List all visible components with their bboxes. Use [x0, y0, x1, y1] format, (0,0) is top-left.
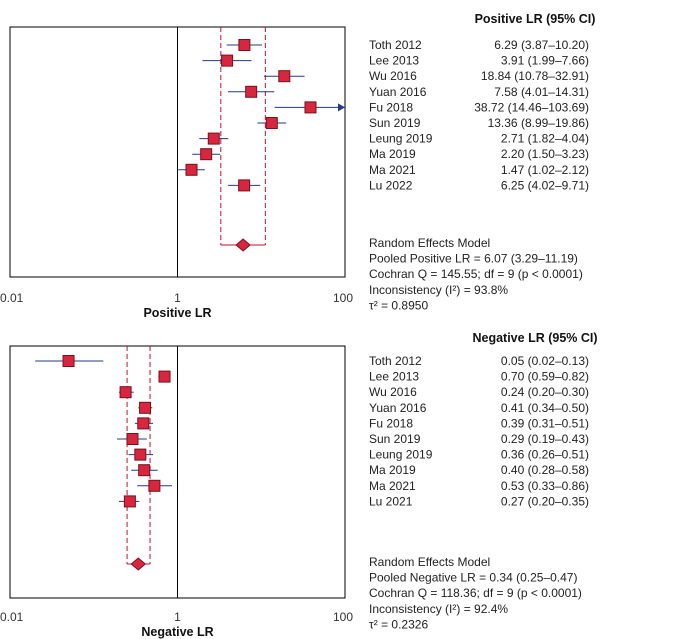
negative-table-header: Negative LR (95% CI): [472, 331, 597, 345]
negative-point-marker-5: [137, 417, 150, 430]
negative-study-ci-6: 0.29 (0.19–0.43): [501, 432, 589, 446]
negative-point-marker-7: [134, 448, 147, 461]
negative-study-name-10: Lu 2021: [369, 494, 413, 508]
positive-study-ci-2: 3.91 (1.99–7.66): [501, 54, 589, 68]
negative-point-marker-3: [119, 386, 132, 399]
negative-point-marker-6: [126, 433, 139, 445]
positive-table-header: Positive LR (95% CI): [475, 12, 596, 26]
negative-study-ci-7: 0.36 (0.26–0.51): [501, 448, 589, 462]
positive-point-marker-5: [304, 101, 317, 114]
negative-tick-label-1: 0.01: [0, 610, 24, 624]
positive-study-name-7: Leung 2019: [369, 132, 433, 146]
negative-study-name-7: Leung 2019: [369, 448, 433, 462]
positive-study-name-1: Toth 2012: [369, 38, 422, 52]
positive-tick-label-3: 100: [333, 291, 353, 305]
positive-summary-line-1: Random Effects Model: [369, 236, 490, 250]
positive-summary-line-2: Pooled Positive LR = 6.07 (3.29–11.19): [369, 252, 578, 266]
negative-study-ci-2: 0.70 (0.59–0.82): [501, 370, 589, 384]
negative-study-ci-10: 0.27 (0.20–0.35): [501, 494, 589, 508]
negative-point-marker-1: [62, 355, 75, 367]
positive-study-ci-7: 2.71 (1.82–4.04): [501, 132, 589, 146]
negative-point-marker-9: [148, 479, 161, 492]
positive-tick-label-1: 0.01: [0, 291, 24, 305]
negative-point-marker-4: [139, 401, 152, 414]
positive-point-marker-3: [278, 70, 291, 83]
positive-study-ci-10: 6.25 (4.02–9.71): [501, 178, 589, 192]
negative-study-ci-3: 0.24 (0.20–0.30): [501, 385, 589, 399]
negative-x-axis-label: Negative LR: [141, 625, 213, 639]
positive-summary-line-4: Inconsistency (I²) = 93.8%: [369, 283, 508, 297]
negative-study-name-8: Ma 2019: [369, 463, 416, 477]
positive-x-axis-label: Positive LR: [143, 306, 211, 320]
positive-study-ci-3: 18.84 (10.78–32.91): [481, 69, 589, 83]
negative-study-name-5: Fu 2018: [369, 416, 413, 430]
positive-study-name-6: Sun 2019: [369, 116, 421, 130]
positive-study-ci-1: 6.29 (3.87–10.20): [494, 38, 589, 52]
positive-study-ci-5: 38.72 (14.46–103.69): [474, 100, 589, 114]
positive-tick-label-2: 1: [174, 291, 181, 305]
negative-study-name-6: Sun 2019: [369, 432, 421, 446]
positive-study-ci-6: 13.36 (8.99–19.86): [488, 116, 589, 130]
positive-study-name-10: Lu 2022: [369, 178, 413, 192]
positive-point-marker-8: [200, 148, 213, 161]
negative-study-name-9: Ma 2021: [369, 479, 416, 493]
positive-point-marker-1: [238, 39, 251, 51]
positive-study-ci-4: 7.58 (4.01–14.31): [494, 85, 589, 99]
positive-summary-line-3: Cochran Q = 145.55; df = 9 (p < 0.0001): [369, 267, 583, 281]
negative-summary-line-3: Cochran Q = 118.36; df = 9 (p < 0.0001): [369, 586, 582, 600]
negative-summary-line-5: τ² = 0.2326: [369, 617, 428, 631]
negative-study-ci-5: 0.39 (0.31–0.51): [501, 416, 589, 430]
negative-tick-label-2: 1: [174, 610, 181, 624]
negative-summary-line-4: Inconsistency (I²) = 92.4%: [369, 602, 508, 616]
positive-study-name-2: Lee 2013: [369, 54, 419, 68]
positive-pooled-diamond: [235, 238, 251, 252]
positive-point-marker-9: [185, 163, 198, 176]
positive-study-name-4: Yuan 2016: [369, 85, 427, 99]
positive-study-name-8: Ma 2019: [369, 147, 416, 161]
positive-point-marker-10: [238, 179, 251, 192]
negative-study-ci-4: 0.41 (0.34–0.50): [501, 401, 589, 415]
negative-point-marker-8: [138, 464, 151, 477]
positive-study-name-9: Ma 2021: [369, 163, 416, 177]
negative-study-name-4: Yuan 2016: [369, 401, 427, 415]
positive-study-name-5: Fu 2018: [369, 100, 413, 114]
negative-study-name-2: Lee 2013: [369, 370, 419, 384]
negative-study-ci-1: 0.05 (0.02–0.13): [501, 354, 589, 368]
negative-summary-line-2: Pooled Negative LR = 0.34 (0.25–0.47): [369, 571, 577, 585]
negative-pooled-diamond: [130, 557, 147, 571]
positive-point-marker-2: [221, 54, 234, 67]
negative-study-name-1: Toth 2012: [369, 354, 422, 368]
positive-point-marker-4: [245, 85, 258, 98]
negative-tick-label-3: 100: [333, 610, 353, 624]
positive-point-marker-7: [207, 132, 220, 145]
positive-study-ci-9: 1.47 (1.02–2.12): [501, 163, 589, 177]
positive-point-marker-6: [265, 117, 278, 129]
negative-study-ci-9: 0.53 (0.33–0.86): [501, 479, 589, 493]
positive-ci-arrow-icon-5: [338, 103, 345, 112]
negative-study-ci-8: 0.40 (0.28–0.58): [501, 463, 589, 477]
negative-study-name-3: Wu 2016: [369, 385, 417, 399]
positive-summary-line-5: τ² = 0.8950: [369, 298, 428, 312]
positive-study-name-3: Wu 2016: [369, 69, 417, 83]
negative-summary-line-1: Random Effects Model: [369, 555, 490, 569]
negative-point-marker-2: [158, 370, 171, 383]
positive-study-ci-8: 2.20 (1.50–3.23): [501, 147, 589, 161]
negative-point-marker-10: [123, 495, 136, 508]
